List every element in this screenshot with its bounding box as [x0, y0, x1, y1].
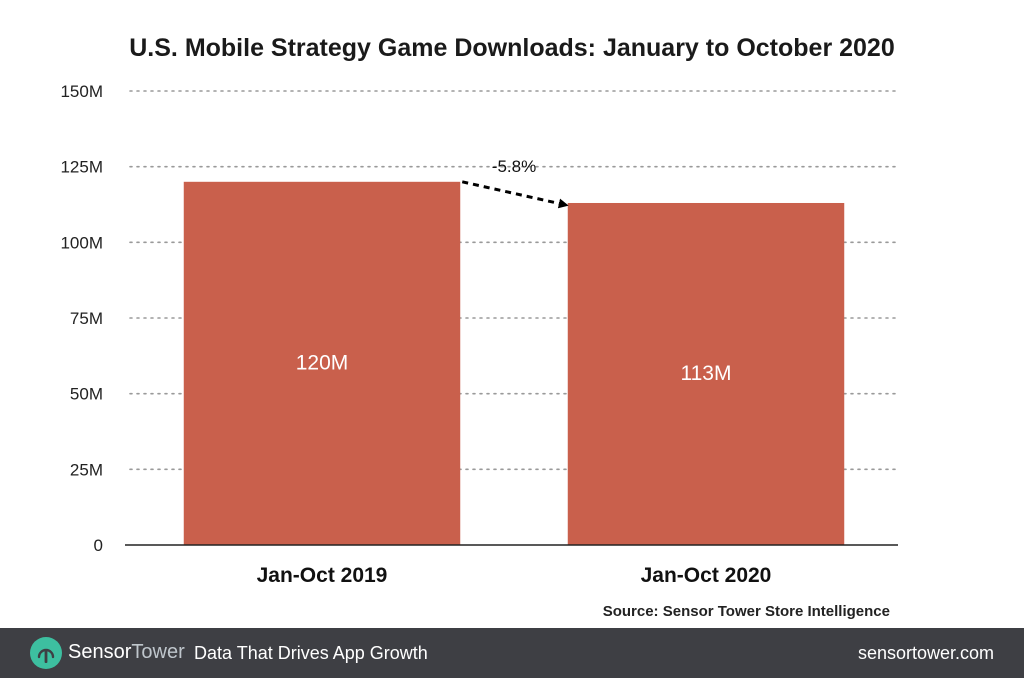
- y-axis-ticks: 0 25M 50M 75M 100M 125M 150M: [60, 82, 103, 555]
- y-tick-label: 50M: [70, 385, 103, 404]
- x-axis-labels: Jan-Oct 2019 Jan-Oct 2020: [257, 564, 772, 587]
- bars: 120M 113M: [183, 181, 845, 546]
- x-category-label: Jan-Oct 2019: [257, 564, 388, 587]
- brand-name: SensorTower: [68, 641, 185, 664]
- bar-1: [183, 181, 461, 546]
- website-link[interactable]: sensortower.com: [857, 643, 994, 663]
- change-annotation: -5.8%: [461, 157, 569, 209]
- change-arrow: [461, 180, 569, 209]
- sensortower-logo-icon: [30, 637, 62, 669]
- footer-bar: SensorTower Data That Drives App Growth …: [0, 628, 1024, 678]
- bar-2: [567, 202, 845, 545]
- brand-part-1: Sensor: [68, 641, 132, 663]
- y-tick-label: 100M: [60, 233, 103, 252]
- chart-title: U.S. Mobile Strategy Game Downloads: Jan…: [129, 34, 895, 62]
- y-tick-label: 125M: [60, 158, 103, 177]
- tagline: Data That Drives App Growth: [194, 643, 428, 663]
- bar-value-label: 120M: [296, 351, 349, 374]
- brand-part-2: Tower: [131, 641, 185, 663]
- bar-chart: 0 25M 50M 75M 100M 125M 150M 120M 113M Jan-Oct …: [60, 82, 899, 587]
- y-tick-label: 75M: [70, 309, 103, 328]
- x-category-label: Jan-Oct 2020: [641, 564, 772, 587]
- change-label: -5.8%: [492, 157, 536, 176]
- y-tick-label: 0: [94, 536, 103, 555]
- bar-value-label: 113M: [681, 362, 732, 385]
- source-note: Source: Sensor Tower Store Intelligence: [602, 603, 890, 620]
- y-tick-label: 25M: [70, 460, 103, 479]
- y-tick-label: 150M: [60, 82, 103, 101]
